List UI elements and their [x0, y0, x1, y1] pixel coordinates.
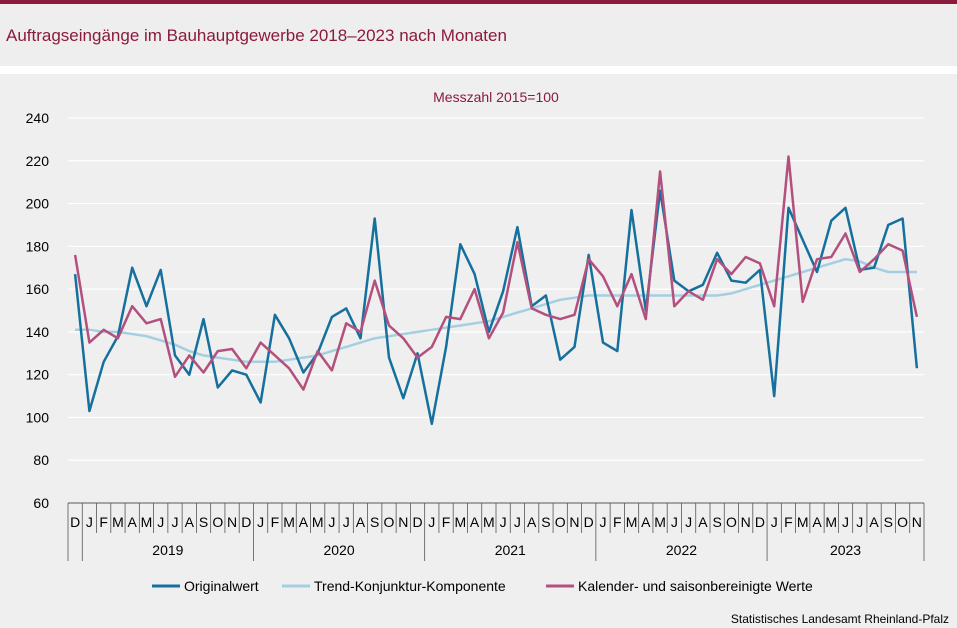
series-line [73, 155, 919, 391]
x-tick-label: J [671, 514, 678, 530]
year-label: 2020 [323, 542, 354, 558]
x-tick-label: M [626, 514, 638, 530]
x-tick-label: F [442, 514, 451, 530]
grid [68, 117, 924, 504]
y-tick-label: 240 [26, 110, 50, 126]
x-tick-label: A [527, 514, 537, 530]
x-tick-label: F [784, 514, 793, 530]
x-tick-label: F [271, 514, 280, 530]
x-tick-label: J [842, 514, 849, 530]
y-tick-label: 100 [26, 409, 50, 425]
series-line [73, 189, 919, 426]
y-tick-label: 220 [26, 153, 50, 169]
x-tick-label: A [470, 514, 480, 530]
x-tick-label: N [912, 514, 922, 530]
x-tick-label: M [141, 514, 153, 530]
x-tick-label: J [343, 514, 350, 530]
x-tick-label: M [312, 514, 324, 530]
legend-label: Kalender- und saisonbereinigte Werte [578, 578, 813, 594]
x-tick-label: S [370, 514, 379, 530]
x-tick-label: N [398, 514, 408, 530]
x-tick-label: M [483, 514, 495, 530]
x-tick-label: A [869, 514, 879, 530]
y-tick-label: 60 [33, 495, 49, 511]
chart-panel [0, 74, 957, 628]
source-note: Statistisches Landesamt Rheinland-Pfalz [730, 612, 949, 626]
x-tick-label: A [698, 514, 708, 530]
year-label: 2019 [152, 542, 183, 558]
x-tick-label: S [541, 514, 550, 530]
x-tick-label: J [514, 514, 521, 530]
x-tick-label: D [755, 514, 765, 530]
x-tick-label: M [654, 514, 666, 530]
x-tick-label: J [172, 514, 179, 530]
x-tick-label: O [384, 514, 395, 530]
x-tick-label: D [70, 514, 80, 530]
y-tick-label: 200 [26, 196, 50, 212]
top-accent-bar [0, 0, 957, 4]
x-tick-label: S [884, 514, 893, 530]
x-tick-label: J [771, 514, 778, 530]
y-tick-label: 180 [26, 238, 50, 254]
x-tick-label: J [856, 514, 863, 530]
x-tick-label: J [685, 514, 692, 530]
x-tick-label: M [454, 514, 466, 530]
page-title: Auftragseingänge im Bauhauptgewerbe 2018… [6, 26, 507, 45]
x-tick-label: M [797, 514, 809, 530]
x-tick-label: J [600, 514, 607, 530]
x-tick-label: O [897, 514, 908, 530]
x-tick-label: S [712, 514, 721, 530]
x-tick-label: M [825, 514, 837, 530]
x-tick-label: N [569, 514, 579, 530]
legend-label: Trend-Konjunktur-Komponente [314, 578, 506, 594]
chart-subtitle: Messzahl 2015=100 [433, 89, 559, 105]
x-tick-label: O [726, 514, 737, 530]
x-tick-label: A [641, 514, 651, 530]
y-tick-label: 120 [26, 367, 50, 383]
x-tick-label: M [283, 514, 295, 530]
x-tick-label: J [86, 514, 93, 530]
x-tick-label: J [257, 514, 264, 530]
separator [0, 66, 957, 74]
y-axis: 60 80 100 120 140 160 180 200 220 240 [26, 110, 50, 511]
year-label: 2022 [666, 542, 697, 558]
x-tick-label: A [185, 514, 195, 530]
x-tick-label: A [812, 514, 822, 530]
x-tick-label: N [227, 514, 237, 530]
x-tick-label: A [128, 514, 138, 530]
legend: Originalwert Trend-Konjunktur-Komponente K… [152, 578, 813, 594]
y-tick-label: 160 [26, 281, 50, 297]
x-tick-label: D [241, 514, 251, 530]
year-label: 2023 [830, 542, 861, 558]
year-label: 2021 [495, 542, 526, 558]
legend-label: Originalwert [184, 578, 259, 594]
x-tick-label: N [741, 514, 751, 530]
x-tick-label: A [356, 514, 366, 530]
x-tick-label: D [412, 514, 422, 530]
x-tick-label: J [500, 514, 507, 530]
x-tick-label: O [555, 514, 566, 530]
y-tick-label: 140 [26, 324, 50, 340]
x-tick-label: M [112, 514, 124, 530]
x-tick-label: O [212, 514, 223, 530]
y-tick-label: 80 [33, 452, 49, 468]
x-tick-label: F [613, 514, 622, 530]
x-tick-label: D [584, 514, 594, 530]
x-tick-label: J [157, 514, 164, 530]
series-lines [73, 155, 919, 426]
x-tick-label: S [199, 514, 208, 530]
x-tick-label: A [299, 514, 309, 530]
x-tick-label: J [328, 514, 335, 530]
x-tick-label: J [428, 514, 435, 530]
header: Auftragseingänge im Bauhauptgewerbe 2018… [0, 4, 957, 66]
x-tick-label: F [99, 514, 108, 530]
